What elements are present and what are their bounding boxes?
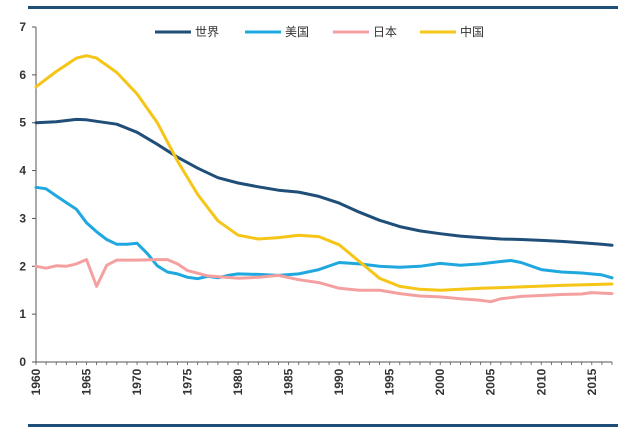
series-line-3 xyxy=(34,258,614,304)
axes: 0 1 2 3 4 5 6 7 1960 1965 1970 1975 1980 1985 1990 1995… xyxy=(19,20,613,395)
series-line-1 xyxy=(34,117,614,247)
x-tick-label: 1960 xyxy=(29,368,43,395)
series-line-2 xyxy=(34,185,614,281)
x-tick-label: 2000 xyxy=(433,368,447,395)
x-tick-label: 1980 xyxy=(231,368,245,395)
legend-label-2: 美国 xyxy=(285,25,309,39)
y-tick-label: 4 xyxy=(19,164,26,178)
x-tick-label: 1965 xyxy=(80,368,94,395)
y-tick-label: 3 xyxy=(19,211,26,225)
x-tick-label: 2010 xyxy=(534,368,548,395)
y-tick-label: 7 xyxy=(19,20,26,34)
bottom-rule xyxy=(28,424,618,427)
y-tick-label: 1 xyxy=(19,307,26,321)
legend: 世界 美国 日本 中国 xyxy=(155,24,484,39)
x-tick-label: 1970 xyxy=(130,368,144,395)
x-tick-label: 1995 xyxy=(383,368,397,395)
x-tick-label: 2005 xyxy=(484,368,498,395)
series-line-4 xyxy=(34,54,614,292)
y-tick-label: 5 xyxy=(19,116,26,130)
top-rule xyxy=(28,6,618,9)
x-tick-label: 1990 xyxy=(332,368,346,395)
y-tick-label: 0 xyxy=(19,355,26,369)
y-tick-label: 6 xyxy=(19,68,26,82)
x-tick-label: 1975 xyxy=(181,368,195,395)
x-tick-label: 1985 xyxy=(282,368,296,395)
legend-label-1: 世界 xyxy=(195,25,219,39)
series-layer xyxy=(34,54,614,304)
x-tick-label: 2015 xyxy=(585,368,599,395)
y-tick-label: 2 xyxy=(19,259,26,273)
legend-label-4: 中国 xyxy=(460,24,484,39)
legend-label-3: 日本 xyxy=(373,25,397,39)
